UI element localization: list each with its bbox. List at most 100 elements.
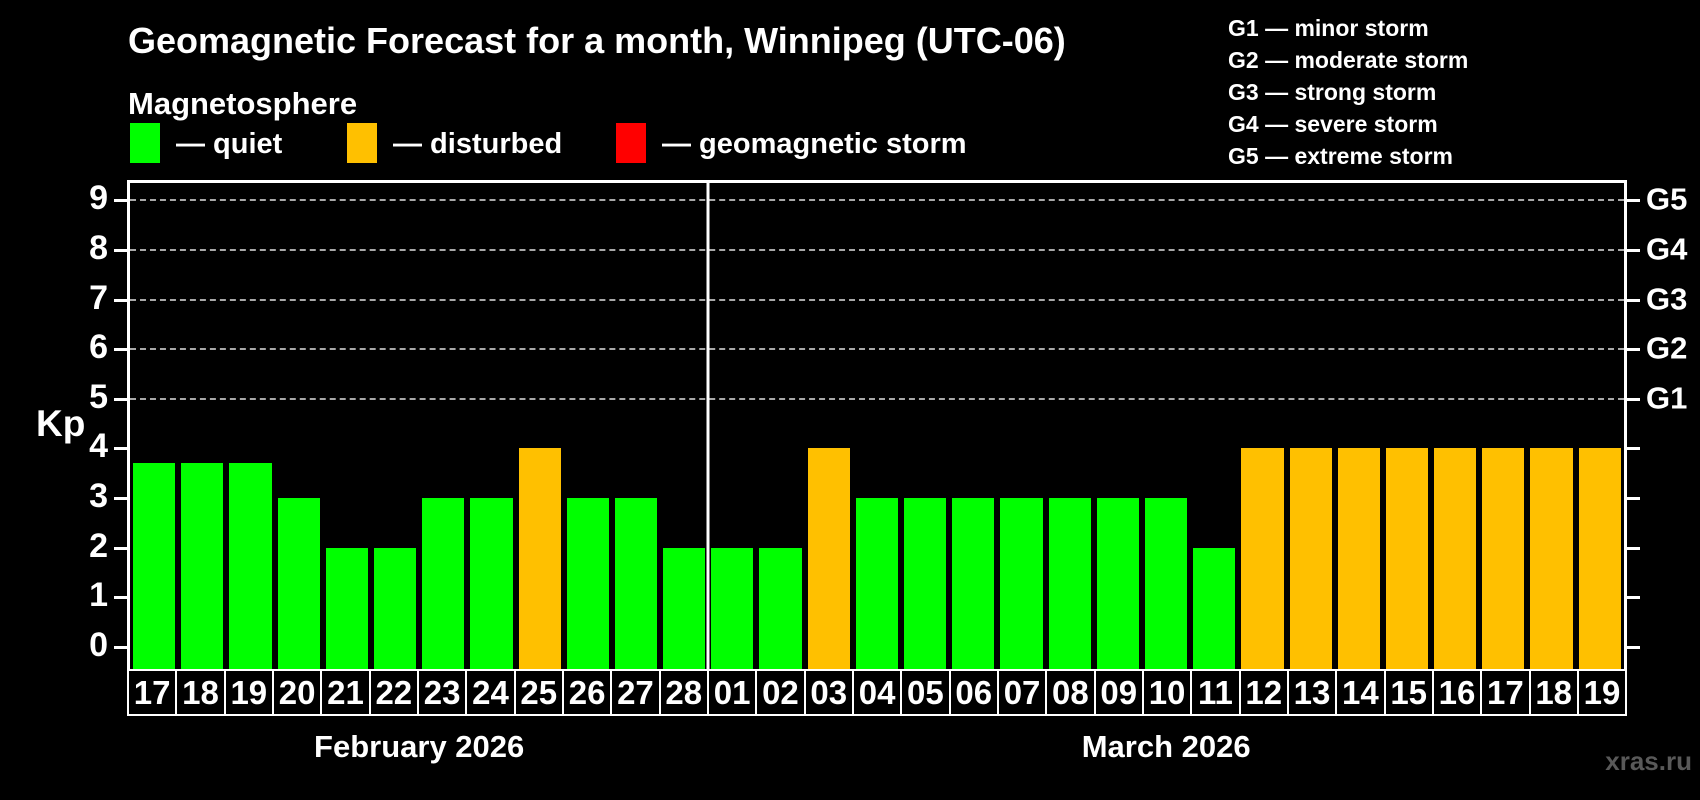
y-tick-right: [1627, 645, 1640, 649]
bar-slot: [275, 183, 323, 669]
day-label-cell: 18: [1528, 669, 1579, 716]
kp-bar-day-18: [181, 463, 224, 669]
day-label-cell: 11: [1190, 669, 1241, 716]
bar-slot: [323, 183, 371, 669]
day-axis-row: 17 18 19 20 21 22 23 24 25 26 27 28 01 02 03 04 05 06 07 08…: [127, 669, 1628, 716]
y-tick-left: [114, 596, 127, 600]
bar-slot: [708, 183, 756, 669]
bar-slot: [853, 183, 901, 669]
y-tick-right: [1627, 348, 1640, 352]
day-label-cell: 22: [368, 669, 419, 716]
y-tick-right: [1627, 298, 1640, 302]
day-label-cell: 28: [658, 669, 709, 716]
y-tick-right: [1627, 447, 1640, 451]
y-tick-label: 8: [89, 228, 108, 267]
kp-bar-day-15: [1385, 448, 1429, 669]
y-tick-right: [1627, 248, 1640, 252]
bar-slot: [1576, 183, 1624, 669]
g-level-label-g1: G1: [1646, 379, 1688, 415]
day-label-cell: 24: [465, 669, 516, 716]
bar-slot: [1094, 183, 1142, 669]
kp-bar-day-26: [566, 497, 609, 669]
kp-bar-day-12: [1241, 448, 1284, 669]
y-tick-label: 4: [89, 427, 108, 466]
kp-bar-day-13: [1289, 448, 1332, 669]
bar-slot: [997, 183, 1045, 669]
kp-bar-day-16: [1434, 448, 1477, 669]
day-label-cell: 12: [1238, 669, 1289, 716]
bar-slot: [1527, 183, 1575, 669]
bar-slot: [178, 183, 226, 669]
bar-slot: [516, 183, 564, 669]
day-label-cell: 19: [223, 669, 274, 716]
kp-bar-day-27: [614, 497, 658, 669]
bars-layer: [130, 183, 1624, 669]
y-tick-left: [114, 645, 127, 649]
day-label-cell: 17: [127, 669, 178, 716]
disturbed-label: — disturbed: [393, 128, 563, 160]
day-label-cell: 09: [1093, 669, 1144, 716]
g-level-label-g5: G5: [1646, 181, 1688, 217]
g-level-label-g4: G4: [1646, 231, 1688, 267]
kp-bar-day-08: [1048, 497, 1091, 669]
day-label-cell: 03: [803, 669, 854, 716]
day-label-cell: 08: [1045, 669, 1096, 716]
day-label-cell: 21: [320, 669, 371, 716]
kp-bar-day-24: [470, 497, 513, 669]
bar-slot: [756, 183, 804, 669]
bar-slot: [1383, 183, 1431, 669]
gridline-kp-6: [130, 348, 1624, 351]
subtitle-magnetosphere: Magnetosphere: [128, 86, 358, 121]
quiet-label: — quiet: [176, 128, 283, 160]
storm-scale-legend-line: G2 — moderate storm: [1228, 47, 1469, 73]
day-label-cell: 27: [610, 669, 661, 716]
bar-slot: [1142, 183, 1190, 669]
y-tick-right: [1627, 496, 1640, 500]
day-label-cell: 06: [948, 669, 999, 716]
y-tick-label: 6: [89, 328, 108, 367]
storm-label: — geomagnetic storm: [662, 128, 967, 160]
storm-scale-legend: G1 — minor storm G2 — moderate storm G3 …: [1228, 12, 1468, 172]
kp-bar-day-22: [373, 547, 417, 669]
y-tick-left: [114, 248, 127, 252]
kp-bar-day-11: [1193, 547, 1236, 669]
kp-bar-day-03: [807, 448, 850, 669]
kp-bar-day-07: [1000, 497, 1043, 669]
kp-bar-day-05: [904, 497, 947, 669]
day-label-cell: 02: [755, 669, 806, 716]
y-tick-left: [114, 348, 127, 352]
month-label-march: March 2026: [1081, 729, 1251, 764]
y-tick-label: 2: [89, 526, 108, 565]
watermark: xras.ru: [1605, 746, 1692, 776]
day-label-cell: 25: [513, 669, 564, 716]
plot-area: 0 1 2 3 4 5 6 7 8 9 G1 G2 G3 G4 G5: [89, 179, 1687, 672]
y-tick-label: 1: [89, 576, 108, 615]
kp-bar-day-19: [1578, 448, 1621, 669]
bar-slot: [612, 183, 660, 669]
bar-slot: [1238, 183, 1286, 669]
day-label-cell: 05: [900, 669, 951, 716]
bar-slot: [949, 183, 997, 669]
bar-slot: [660, 183, 708, 669]
bar-slot: [901, 183, 949, 669]
g-level-label-g3: G3: [1646, 280, 1688, 316]
day-label-cell: 16: [1431, 669, 1483, 716]
day-label-cell: 17: [1480, 669, 1531, 716]
bar-slot: [1431, 183, 1479, 669]
month-label-february: February 2026: [314, 729, 525, 764]
kp-bar-day-18: [1530, 448, 1573, 669]
kp-bar-day-25: [518, 448, 561, 669]
day-label-cell: 04: [851, 669, 903, 716]
storm-scale-legend-line: G4 — severe storm: [1228, 111, 1438, 137]
kp-bar-day-19: [229, 463, 272, 669]
storm-scale-legend-line: G3 — strong storm: [1228, 79, 1437, 105]
quiet-swatch-icon: [130, 123, 160, 163]
y-tick-left: [114, 199, 127, 203]
kp-bar-day-23: [422, 497, 465, 669]
bar-slot: [1046, 183, 1094, 669]
bar-slot: [1479, 183, 1527, 669]
bar-slot: [1190, 183, 1238, 669]
kp-bar-day-04: [855, 497, 898, 669]
gridline-kp-9: [130, 199, 1624, 202]
